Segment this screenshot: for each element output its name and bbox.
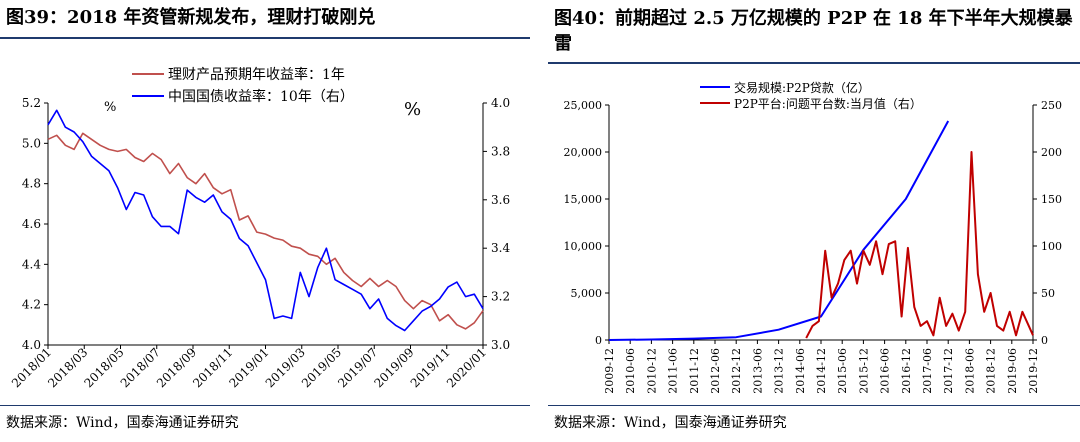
y-left-tick-label: 5.2 (22, 96, 41, 110)
x-tick-label: 2014-12 (815, 348, 828, 394)
series-line-2 (805, 151, 1034, 339)
y-right-tick-label: 150 (1041, 193, 1062, 206)
y-left-tick-label: 20,000 (564, 146, 603, 159)
x-tick-label: 2017-12 (942, 348, 955, 394)
y-left-tick-label: 15,000 (564, 193, 603, 206)
y-right-tick-label: 200 (1041, 146, 1062, 159)
right-axis-unit: % (404, 99, 421, 120)
x-tick-label: 2014-06 (794, 348, 807, 394)
legend-label-2: 中国国债收益率：10年（右） (168, 88, 354, 105)
source-divider (0, 405, 530, 406)
left-axis-unit: % (104, 100, 116, 115)
source-note: 数据来源：Wind，国泰海通证券研究 (6, 415, 239, 431)
x-tick-label: 2020/01 (444, 345, 489, 390)
series-line-1 (608, 120, 950, 341)
x-tick-label: 2015-12 (857, 348, 870, 394)
y-left-tick-label: 5,000 (571, 287, 603, 300)
right-chart-panel: 图40：前期超过 2.5 万亿规模的 P2P 在 18 年下半年大规模暴雷 0 5… (548, 0, 1080, 442)
y-right-tick-label: 3.0 (491, 338, 510, 352)
y-right-tick-label: 3.2 (491, 290, 510, 304)
legend-label-2: P2P平台:问题平台数:当月值（右） (734, 96, 922, 111)
x-tick-label: 2013-06 (751, 348, 764, 394)
x-tick-label: 2011-12 (688, 348, 701, 394)
left-chart-panel: 图39：2018 年资管新规发布，理财打破刚兑 4.0 4.2 4.4 4.6 4.8 5… (0, 0, 530, 442)
title-divider (0, 37, 530, 39)
x-tick-label: 2012-12 (730, 348, 743, 394)
y-right-tick-label: 0 (1041, 334, 1048, 347)
series-line-1 (47, 132, 484, 330)
right-line-chart: 0 5,000 10,000 15,000 20,000 25,000 0 50 100 150 2… (564, 80, 1063, 394)
x-tick-label: 2016-06 (879, 348, 892, 394)
x-tick-label: 2019-06 (1006, 348, 1019, 394)
y-right-tick-label: 3.4 (491, 241, 510, 255)
y-right-tick-label: 50 (1041, 287, 1055, 300)
x-tick-label: 2018-12 (985, 348, 998, 394)
x-tick-label: 2009-12 (603, 348, 616, 394)
x-tick-label: 2015-06 (836, 348, 849, 394)
y-left-tick-label: 0 (595, 334, 602, 347)
x-tick-label: 2019-12 (1027, 348, 1040, 394)
source-note: 数据来源：Wind，国泰海通证券研究 (554, 415, 787, 431)
y-left-tick-label: 4.8 (22, 177, 41, 191)
y-left-tick-label: 4.4 (22, 257, 41, 271)
legend-label-1: 交易规模:P2P贷款（亿） (734, 80, 870, 95)
x-tick-label: 2017-06 (921, 348, 934, 394)
y-right-tick-label: 4.0 (491, 96, 510, 110)
x-tick-label: 2018-06 (963, 348, 976, 394)
y-right-tick-label: 250 (1041, 99, 1062, 112)
legend-label-1: 理财产品预期年收益率：1年 (168, 66, 345, 83)
series-line-2 (47, 109, 484, 332)
x-tick-label: 2016-12 (900, 348, 913, 394)
y-left-tick-label: 4.6 (22, 217, 41, 231)
figure-title: 图40：前期超过 2.5 万亿规模的 P2P 在 18 年下半年大规模暴雷 (554, 8, 1073, 54)
y-right-tick-label: 3.6 (491, 193, 510, 207)
y-right-tick-label: 100 (1041, 240, 1062, 253)
title-divider (548, 62, 1080, 64)
x-tick-label: 2010-06 (624, 348, 637, 394)
y-left-tick-label: 5.0 (22, 136, 41, 150)
x-tick-label: 2012-06 (709, 348, 722, 394)
left-line-chart: 4.0 4.2 4.4 4.6 4.8 5.0 5.2 3.0 3.2 3.4 3.6 3.8 4.0 2… (9, 66, 510, 390)
y-left-tick-label: 10,000 (564, 240, 603, 253)
y-left-tick-label: 25,000 (564, 99, 603, 112)
figure-title: 图39：2018 年资管新规发布，理财打破刚兑 (6, 7, 376, 28)
x-tick-label: 2011-06 (667, 348, 680, 394)
x-tick-label: 2010-12 (645, 348, 658, 394)
y-left-tick-label: 4.0 (22, 338, 41, 352)
x-tick-label: 2013-12 (773, 348, 786, 394)
y-left-tick-label: 4.2 (22, 298, 41, 312)
y-right-tick-label: 3.8 (491, 144, 510, 158)
source-divider (548, 405, 1080, 406)
